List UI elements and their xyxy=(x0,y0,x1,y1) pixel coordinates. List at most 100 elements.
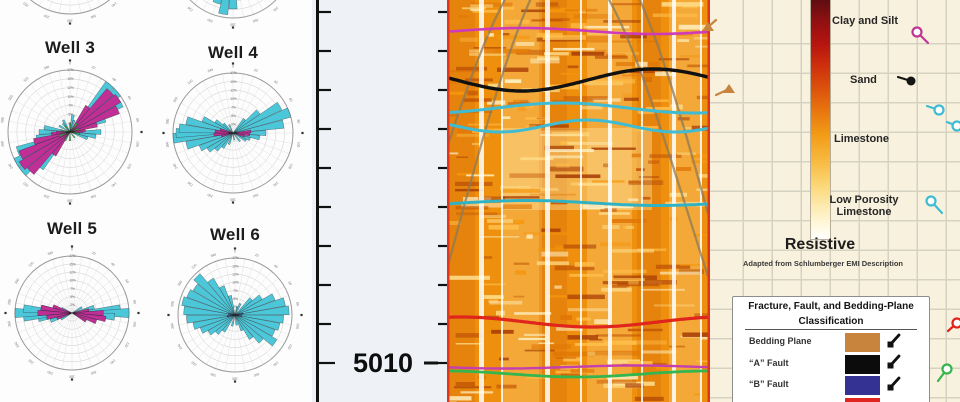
svg-text:20: 20 xyxy=(254,253,259,258)
rose-partial: 0204060801001201401601802002202402602803… xyxy=(187,0,279,29)
svg-text:160: 160 xyxy=(90,194,97,200)
svg-text:220: 220 xyxy=(22,181,29,188)
svg-text:340: 340 xyxy=(210,252,217,258)
svg-text:320: 320 xyxy=(191,263,198,270)
svg-text:160: 160 xyxy=(252,193,259,199)
lithology-label-clay: Clay and Silt xyxy=(832,15,899,27)
rose-partial: 0204060801001201401601802002202402602803… xyxy=(22,0,117,25)
lithology-gradient-bar xyxy=(810,0,831,240)
svg-text:0: 0 xyxy=(234,250,236,254)
svg-text:10%: 10% xyxy=(230,97,237,101)
svg-text:240: 240 xyxy=(14,341,20,348)
svg-text:5%: 5% xyxy=(68,112,73,116)
rose-Well 5: 0 20 40 60 80 100 120 140 160 180 200 220 240 260 280 3… xyxy=(4,245,140,381)
svg-text:240: 240 xyxy=(177,343,183,350)
svg-text:80: 80 xyxy=(296,119,301,124)
svg-text:80: 80 xyxy=(132,300,137,305)
svg-text:200: 200 xyxy=(210,372,217,378)
svg-text:80: 80 xyxy=(295,302,300,307)
svg-text:180: 180 xyxy=(230,23,236,27)
svg-text:10%: 10% xyxy=(69,279,76,283)
svg-text:260: 260 xyxy=(7,321,12,327)
classification-title-line2: Classification xyxy=(798,316,864,327)
svg-text:120: 120 xyxy=(126,163,132,170)
resistive-label: Resistive xyxy=(784,236,856,253)
svg-text:5%: 5% xyxy=(231,114,236,118)
rose-Well 4: 0 20 40 60 80 100 120 140 160 180 200 220 240 260 280 3… xyxy=(162,62,304,204)
svg-text:120: 120 xyxy=(124,341,130,348)
svg-text:12%: 12% xyxy=(69,270,76,274)
svg-text:160: 160 xyxy=(90,14,97,20)
tadpole-icon xyxy=(887,354,901,369)
svg-text:180: 180 xyxy=(69,375,75,379)
svg-text:220: 220 xyxy=(187,6,194,13)
svg-text:17%: 17% xyxy=(67,68,74,72)
svg-text:340: 340 xyxy=(47,250,54,256)
svg-text:140: 140 xyxy=(272,360,279,367)
svg-text:300: 300 xyxy=(177,280,183,287)
svg-text:120: 120 xyxy=(287,163,293,170)
svg-text:5%: 5% xyxy=(233,297,238,301)
svg-text:300: 300 xyxy=(8,94,14,101)
svg-text:200: 200 xyxy=(207,193,214,199)
depth-track: 5010 xyxy=(312,0,447,402)
swatch-b-fault xyxy=(845,376,880,395)
swatch-bedding-plane xyxy=(845,333,880,352)
svg-text:240: 240 xyxy=(172,163,178,170)
swatch-partial-row xyxy=(845,397,880,402)
svg-text:60: 60 xyxy=(288,97,293,102)
emi-image xyxy=(437,0,742,402)
classification-title-line1: Fracture, Fault, and Bedding-Plane xyxy=(748,301,914,312)
svg-text:340: 340 xyxy=(207,68,214,74)
svg-text:220: 220 xyxy=(191,360,198,367)
attribution-text: Adapted from Schlumberger EMI Descriptio… xyxy=(742,259,904,268)
svg-text:140: 140 xyxy=(272,181,279,188)
svg-text:17%: 17% xyxy=(69,254,76,258)
well-4-title: Well 4 xyxy=(207,43,259,62)
rose-Well 3: 0 20 40 60 80 100 120 140 160 180 200 220 240 260 280 3… xyxy=(0,59,143,205)
svg-text:100: 100 xyxy=(135,141,140,147)
svg-text:60: 60 xyxy=(127,95,132,100)
svg-text:80: 80 xyxy=(135,118,140,123)
svg-text:200: 200 xyxy=(43,13,50,19)
legend-panel: Clay and Silt Sand Limestone Low Porosit… xyxy=(710,0,960,402)
svg-text:340: 340 xyxy=(43,65,50,71)
borehole-image-track xyxy=(437,0,742,402)
svg-text:0: 0 xyxy=(232,65,234,69)
svg-text:260: 260 xyxy=(0,141,5,147)
svg-text:260: 260 xyxy=(170,323,175,329)
svg-text:200: 200 xyxy=(47,370,54,376)
svg-text:200: 200 xyxy=(43,193,50,199)
svg-text:10%: 10% xyxy=(232,281,239,285)
svg-text:180: 180 xyxy=(232,377,238,381)
svg-text:160: 160 xyxy=(253,372,260,378)
classification-legend-box: Fracture, Fault, and Bedding-Plane Class… xyxy=(732,296,930,402)
lithology-label-limestone: Limestone xyxy=(834,133,890,145)
svg-text:140: 140 xyxy=(272,6,279,13)
row-label-b-fault: “B” Fault xyxy=(749,379,789,389)
svg-text:160: 160 xyxy=(252,18,259,24)
svg-text:7%: 7% xyxy=(231,105,236,109)
svg-text:2%: 2% xyxy=(231,123,236,127)
svg-text:20: 20 xyxy=(91,65,96,70)
svg-text:40: 40 xyxy=(111,77,117,83)
svg-text:100: 100 xyxy=(296,141,301,147)
swatch-a-fault xyxy=(845,354,880,374)
svg-text:300: 300 xyxy=(172,96,178,103)
svg-text:160: 160 xyxy=(90,370,97,376)
svg-text:15%: 15% xyxy=(230,80,237,84)
svg-text:7%: 7% xyxy=(68,104,73,108)
svg-text:180: 180 xyxy=(67,19,73,23)
svg-text:12%: 12% xyxy=(230,88,237,92)
svg-text:17%: 17% xyxy=(230,71,237,75)
svg-text:0: 0 xyxy=(71,248,73,252)
svg-text:280: 280 xyxy=(170,301,175,307)
lithology-label-sand: Sand xyxy=(850,74,877,86)
rose-diagram-panel: 0 20 40 60 80 100 120 140 160 180 200 220 240 260 280 3… xyxy=(0,0,312,402)
svg-text:20: 20 xyxy=(91,251,96,256)
svg-text:300: 300 xyxy=(14,278,20,285)
depth-scale-ticks xyxy=(316,0,447,402)
svg-text:40: 40 xyxy=(110,262,116,268)
svg-text:100: 100 xyxy=(132,321,137,327)
tadpole-icon xyxy=(887,376,901,390)
